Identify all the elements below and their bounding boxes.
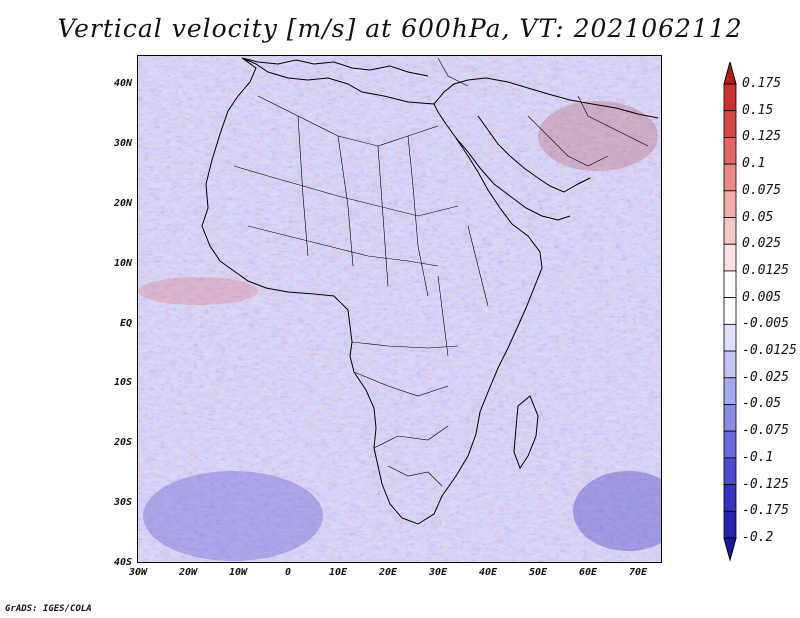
- colorbar-label: -0.025: [742, 369, 789, 385]
- colorbar-box: [723, 137, 737, 165]
- colorbar-box: [723, 404, 737, 432]
- lat-label: 40S: [113, 557, 132, 568]
- lat-label: 10S: [113, 377, 132, 388]
- colorbar-label: -0.2: [742, 530, 774, 545]
- colorbar-label: 0.125: [742, 129, 782, 145]
- colorbar-box: [723, 377, 737, 405]
- lat-label: 20N: [113, 198, 132, 209]
- country-borders: [233, 57, 649, 487]
- indian-ocean-descent: [573, 471, 661, 551]
- field-strong-descent-texture: [138, 56, 661, 562]
- lon-label: 40E: [478, 567, 498, 578]
- lat-label: 10N: [113, 258, 132, 269]
- colorbar-box: [723, 110, 737, 138]
- colorbar-box: [723, 457, 737, 485]
- colorbar-label: 0.05: [742, 209, 774, 225]
- colorbar-box: [723, 163, 737, 192]
- footer-credit: GrADS: IGES/COLA: [5, 604, 92, 614]
- colorbar-label: 0.1: [742, 156, 766, 172]
- colorbar-label: 0.075: [742, 182, 782, 198]
- colorbar-label: -0.125: [742, 476, 789, 492]
- coastlines: [201, 57, 659, 525]
- colorbar-label: -0.0125: [742, 343, 797, 359]
- lon-label: 60E: [578, 567, 598, 578]
- colorbar-box: [723, 190, 737, 218]
- colorbar-box: [723, 217, 737, 245]
- lat-label: EQ: [119, 318, 132, 329]
- velocity-field-map: [138, 56, 661, 562]
- colorbar-box: [723, 243, 737, 272]
- lon-label: 10E: [328, 567, 348, 578]
- map-frame: [137, 55, 662, 563]
- colorbar-box: [723, 350, 737, 379]
- lon-label: 30W: [128, 567, 148, 578]
- colorbar-label: -0.005: [742, 316, 789, 332]
- lon-label: 20W: [178, 567, 198, 578]
- colorbar-bottom-triangle: [723, 537, 737, 562]
- lon-label: 50E: [528, 567, 548, 578]
- itcz-ascent: [138, 277, 258, 305]
- lon-label: 70E: [628, 567, 648, 578]
- colorbar-label: -0.05: [742, 396, 782, 412]
- colorbar-label: 0.0125: [742, 262, 789, 278]
- colorbar-box: [723, 83, 737, 112]
- lat-label: 20S: [113, 437, 132, 448]
- colorbar-box: [723, 297, 737, 325]
- colorbar-box: [723, 270, 737, 299]
- colorbar-label: -0.175: [742, 503, 789, 519]
- lat-label: 30S: [113, 497, 132, 508]
- colorbar-box: [723, 510, 737, 539]
- southern-ocean-descent: [143, 471, 323, 561]
- colorbar-box: [723, 323, 737, 352]
- colorbar-label: 0.175: [742, 76, 782, 91]
- colorbar-label: -0.1: [742, 449, 774, 465]
- map-title: Vertical velocity [m/s] at 600hPa, VT: 2…: [57, 14, 743, 43]
- lon-label: 10W: [228, 567, 248, 578]
- lon-label: 30E: [428, 567, 448, 578]
- colorbar-label: 0.005: [742, 289, 782, 305]
- colorbar-label: 0.15: [742, 102, 774, 118]
- colorbar-label: -0.075: [742, 423, 789, 439]
- colorbar-boxes: [723, 62, 737, 562]
- colorbar-box: [723, 484, 737, 512]
- lon-label: 0: [284, 567, 292, 578]
- lon-label: 20E: [378, 567, 398, 578]
- colorbar-label: 0.025: [742, 236, 782, 252]
- persia-ascent: [538, 101, 658, 171]
- colorbar-box: [723, 430, 737, 459]
- colorbar-top-triangle: [723, 62, 737, 85]
- lat-label: 40N: [113, 78, 132, 89]
- colorbar: [723, 62, 737, 562]
- lat-label: 30N: [113, 138, 132, 149]
